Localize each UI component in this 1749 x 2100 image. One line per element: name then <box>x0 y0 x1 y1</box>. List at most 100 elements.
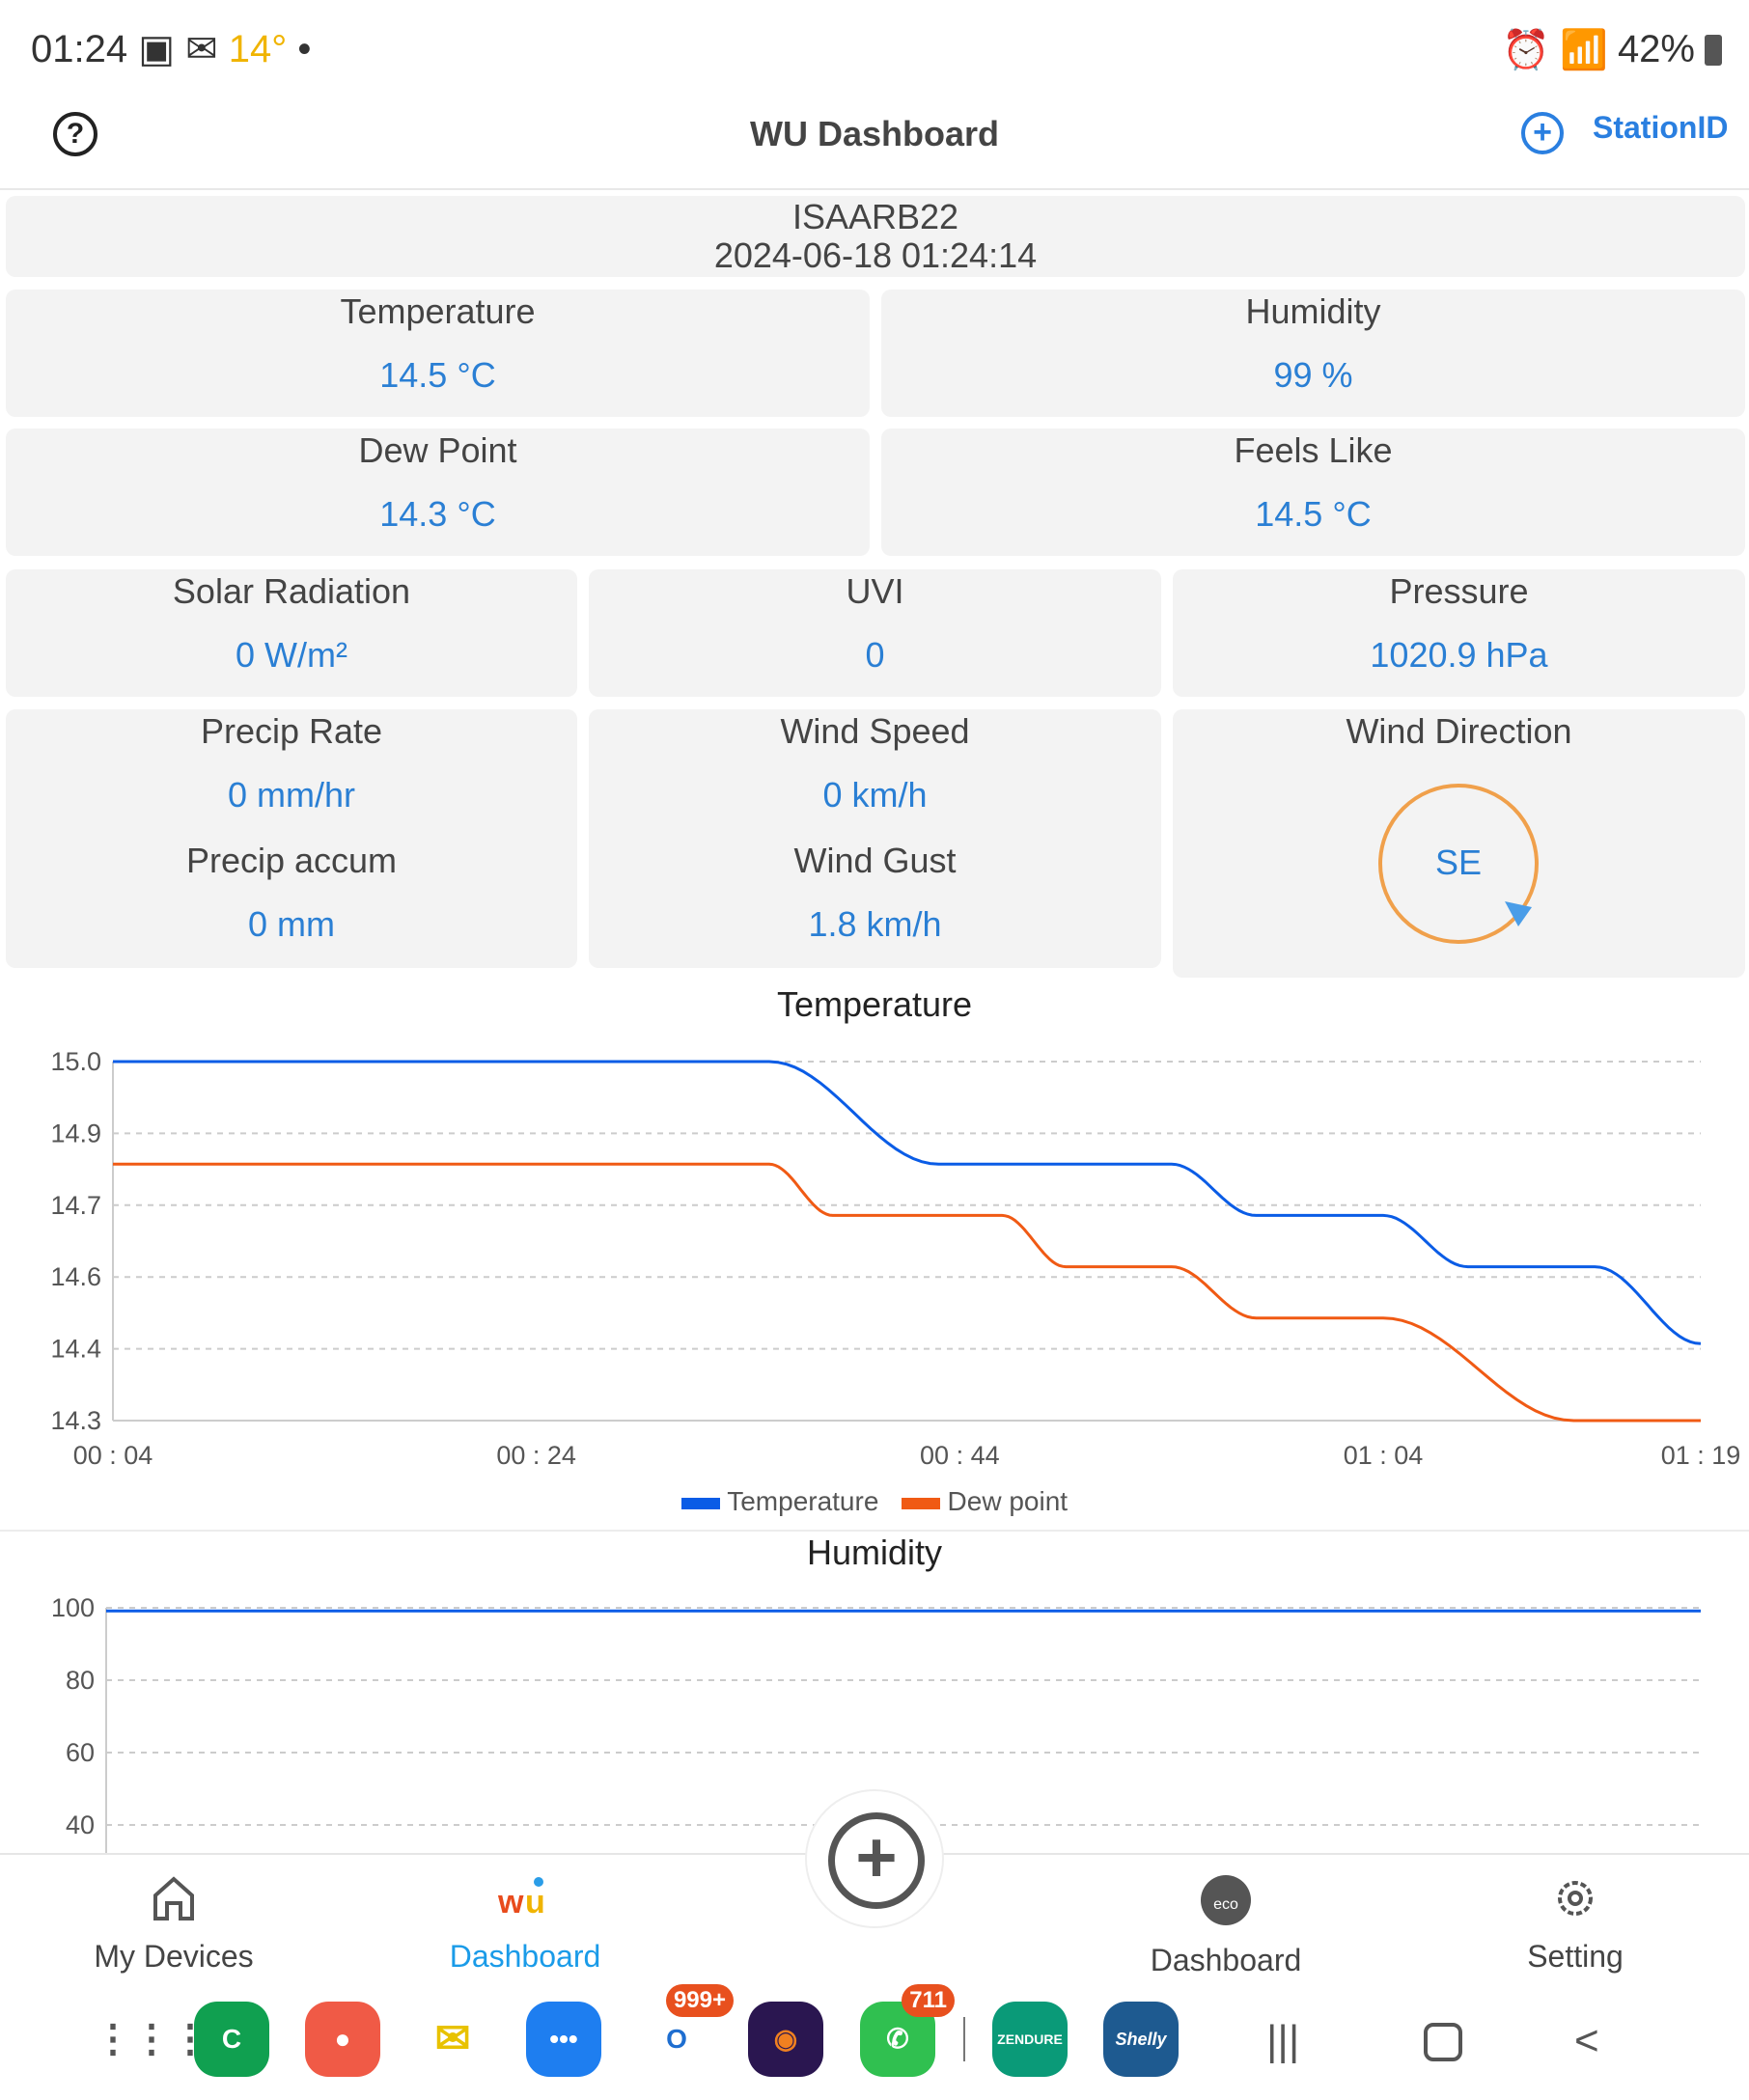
phone-app-icon[interactable]: C <box>194 2002 269 2077</box>
contacts-app-icon[interactable]: ● <box>305 2002 380 2077</box>
y-tick-label: 100 <box>51 1593 95 1622</box>
wind-speed-value: 0 km/h <box>822 775 928 815</box>
weather-temp: 14° <box>228 28 288 70</box>
x-tick-label: 00 : 24 <box>496 1441 576 1470</box>
series-line-dew-point <box>113 1162 1701 1423</box>
dock-divider <box>963 2017 965 2061</box>
temperature-chart: 15.0 14.9 14.7 14.6 14.4 14.3 00 : 04 00 : 24 00… <box>50 1047 1741 1470</box>
x-tick-label: 01 : 19 <box>1661 1441 1741 1470</box>
nav-ecowitt-dashboard[interactable]: eco Dashboard <box>1100 1874 1351 1978</box>
solar-value: 0 W/m² <box>236 635 347 675</box>
recent-apps-button[interactable]: ||| <box>1266 2017 1300 2064</box>
station-datetime: 2024-06-18 01:24:14 <box>713 235 1038 275</box>
legend-swatch-dew-point <box>901 1497 940 1509</box>
plus-icon: + <box>828 1812 925 1909</box>
y-tick-label: 14.3 <box>50 1406 101 1435</box>
label: Humidity <box>1245 291 1381 331</box>
nav-label: Dashboard <box>1150 1943 1302 1977</box>
y-tick-label: 60 <box>66 1738 95 1767</box>
svg-text:u: u <box>525 1884 545 1920</box>
outlook-notif-icon: ✉ <box>185 28 218 70</box>
header-divider <box>0 188 1749 190</box>
label: Feels Like <box>1234 430 1393 470</box>
station-id: ISAARB22 <box>791 197 959 236</box>
station-card: ISAARB22 2024-06-18 01:24:14 <box>6 196 1745 277</box>
label: Precip Rate <box>200 711 383 751</box>
y-tick-label: 14.7 <box>50 1191 101 1220</box>
solar-card: Solar Radiation 0 W/m² <box>6 569 577 697</box>
temperature-legend: Temperature Dew point <box>0 1486 1749 1517</box>
humidity-chart-title: Humidity <box>806 1533 943 1572</box>
y-tick-label: 14.6 <box>50 1262 101 1291</box>
label: Precip accum <box>185 841 398 880</box>
alarm-icon: ⏰ <box>1502 29 1551 71</box>
wind-card: Wind Speed 0 km/h Wind Gust 1.8 km/h <box>589 709 1161 968</box>
precip-rate-value: 0 mm/hr <box>227 775 355 815</box>
humidity-card: Humidity 99 % <box>881 290 1745 417</box>
feels-like-value: 14.5 °C <box>1255 494 1372 534</box>
gallery-icon: ▣ <box>138 28 176 70</box>
label: Wind Gust <box>793 841 957 880</box>
label: UVI <box>846 571 904 611</box>
outlook-app-icon[interactable]: O 999+ <box>639 1984 734 2077</box>
humidity-chart: 100 80 60 40 <box>51 1593 1701 1853</box>
mail-app-icon[interactable]: ✉ <box>415 2002 490 2077</box>
x-tick-label: 00 : 04 <box>73 1441 153 1470</box>
home-icon <box>153 1876 194 1920</box>
whatsapp-badge: 711 <box>902 1984 955 2017</box>
legend-swatch-temperature <box>680 1497 720 1509</box>
firefox-app-icon[interactable]: ◉ <box>748 2002 823 2077</box>
y-tick-label: 80 <box>66 1666 95 1695</box>
station-id-button[interactable]: StationID <box>1593 110 1729 145</box>
nav-label: Dashboard <box>449 1939 601 1974</box>
pressure-value: 1020.9 hPa <box>1370 635 1548 675</box>
messages-app-icon[interactable]: ••• <box>526 2002 601 2077</box>
label: Temperature <box>340 291 536 331</box>
gear-icon <box>1558 1881 1593 1916</box>
nav-label: Setting <box>1527 1939 1624 1974</box>
add-fab-button[interactable]: + <box>805 1789 944 1928</box>
wifi-icon: 📶 <box>1560 29 1608 71</box>
svg-text:w: w <box>497 1884 524 1920</box>
zendure-app-icon[interactable]: ZENDURE <box>992 2002 1068 2077</box>
nav-my-devices[interactable]: My Devices <box>48 1874 299 1975</box>
outlook-badge: 999+ <box>665 1984 734 2017</box>
label: Dew Point <box>358 430 517 470</box>
status-bar: 01:24 ▣ ✉ 14° • ⏰ 📶 42% <box>0 0 1749 97</box>
home-button[interactable] <box>1424 2023 1462 2061</box>
series-line-temperature <box>113 1060 1702 1345</box>
wind-compass-ring <box>1378 784 1539 944</box>
nav-label: My Devices <box>94 1939 254 1974</box>
help-button[interactable]: ? <box>53 112 97 156</box>
add-station-icon[interactable]: + <box>1521 112 1564 154</box>
y-tick-label: 40 <box>66 1810 95 1839</box>
label: Wind Speed <box>780 711 970 751</box>
wind-direction-value: SE <box>1434 843 1483 882</box>
shelly-app-icon[interactable]: Shelly <box>1103 2002 1179 2077</box>
temperature-card: Temperature 14.5 °C <box>6 290 870 417</box>
wind-arrow-icon <box>1505 901 1532 926</box>
status-right: ⏰ 📶 42% <box>1502 27 1722 72</box>
precip-card: Precip Rate 0 mm/hr Precip accum 0 mm <box>6 709 577 968</box>
humidity-value: 99 % <box>1273 355 1353 395</box>
temperature-value: 14.5 °C <box>379 355 496 395</box>
whatsapp-app-icon[interactable]: ✆ 711 <box>860 1984 955 2077</box>
wind-gust-value: 1.8 km/h <box>808 904 942 944</box>
legend-dew-point: Dew point <box>947 1486 1069 1516</box>
label: Pressure <box>1389 571 1529 611</box>
dew-point-value: 14.3 °C <box>379 494 496 534</box>
uvi-value: 0 <box>865 635 885 675</box>
label: Solar Radiation <box>172 571 411 611</box>
nav-setting[interactable]: Setting <box>1450 1874 1701 1975</box>
dot-icon: • <box>297 28 312 70</box>
back-button[interactable]: < <box>1574 2017 1599 2064</box>
apps-grid-icon[interactable]: ⋮⋮⋮ <box>94 2018 209 2060</box>
ecowitt-icon: eco <box>1201 1875 1251 1925</box>
battery-level: 42% <box>1617 28 1695 70</box>
legend-temperature: Temperature <box>727 1486 879 1516</box>
temperature-chart-title: Temperature <box>776 984 973 1024</box>
wind-direction-card: Wind Direction SE <box>1173 709 1745 978</box>
x-tick-label: 01 : 04 <box>1344 1441 1424 1470</box>
